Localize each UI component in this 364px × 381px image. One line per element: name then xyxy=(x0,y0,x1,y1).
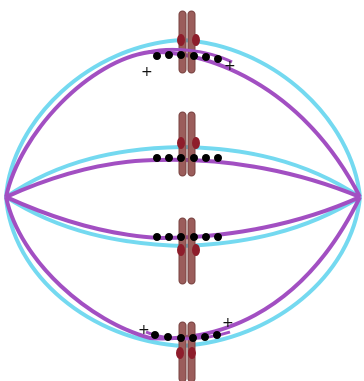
motor-protein-dot xyxy=(177,154,185,162)
motor-protein-row xyxy=(153,51,222,63)
motor-protein-dot xyxy=(177,233,185,241)
kinetochore-left xyxy=(177,244,185,256)
chromosome-top: + + xyxy=(141,10,236,80)
chromosome-bottom: + + xyxy=(138,315,234,381)
motor-protein-dot xyxy=(201,333,209,341)
plus-label: + xyxy=(222,315,234,331)
kinetochore-left xyxy=(177,34,185,46)
kinetochore-right xyxy=(192,244,200,256)
motor-protein-dot xyxy=(214,154,222,162)
motor-protein-dot xyxy=(151,331,159,339)
motor-protein-dot xyxy=(153,154,161,162)
chromosome-upper-middle xyxy=(153,111,222,177)
motor-protein-dot xyxy=(214,233,222,241)
kinetochore-left xyxy=(177,137,185,149)
motor-protein-dot xyxy=(214,55,222,63)
motor-protein-dot xyxy=(202,154,210,162)
motor-protein-row xyxy=(153,154,222,162)
kinetochore-right xyxy=(188,347,196,359)
kinetochore-microtubule xyxy=(147,47,233,64)
motor-protein-dot xyxy=(202,233,210,241)
motor-protein-row xyxy=(151,331,221,342)
chromosome-lower-middle xyxy=(153,217,222,285)
motor-protein-dot xyxy=(190,233,198,241)
plus-label: + xyxy=(141,64,153,80)
motor-protein-dot xyxy=(190,52,198,60)
motor-protein-dot xyxy=(190,154,198,162)
kinetochore-left xyxy=(176,347,184,359)
motor-protein-dot xyxy=(165,233,173,241)
kinetochore-right xyxy=(192,34,200,46)
motor-protein-dot xyxy=(164,333,172,341)
motor-protein-dot xyxy=(213,331,221,339)
motor-protein-dot xyxy=(153,233,161,241)
motor-protein-dot xyxy=(177,334,185,342)
motor-protein-row xyxy=(153,233,222,241)
kinetochore-right xyxy=(192,137,200,149)
motor-protein-dot xyxy=(189,334,197,342)
plus-label: + xyxy=(224,58,236,74)
motor-protein-dot xyxy=(165,154,173,162)
motor-protein-dot xyxy=(202,53,210,61)
motor-protein-dot xyxy=(177,51,185,59)
motor-protein-dot xyxy=(165,51,173,59)
spindle-fibers xyxy=(4,37,362,349)
plus-label: + xyxy=(138,322,150,338)
motor-protein-dot xyxy=(153,52,161,60)
